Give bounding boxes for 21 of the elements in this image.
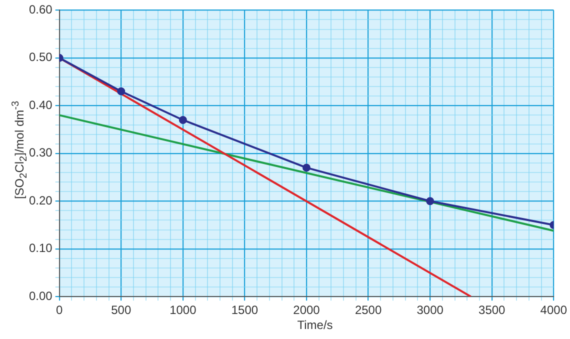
- point: [117, 87, 126, 96]
- x-tick-label: 500: [111, 303, 132, 318]
- y-tick-label: 0.30: [28, 146, 53, 160]
- x-tick-label: 0: [56, 303, 64, 318]
- y-tick-label: 0.20: [28, 193, 53, 208]
- x-tick-label: 3000: [416, 303, 444, 318]
- y-tick-label: 0.40: [28, 98, 53, 112]
- x-tick-label: 4000: [540, 303, 568, 318]
- y-tick-label: 0.10: [28, 241, 53, 256]
- x-tick-label: 2500: [354, 303, 382, 318]
- x-tick-label: 1000: [170, 303, 197, 318]
- y-tick-label: 0.50: [28, 50, 53, 64]
- x-axis-title: Time/s: [296, 318, 334, 332]
- y-tick-label: 0.00: [28, 288, 53, 303]
- x-tick-label: 2000: [293, 303, 320, 318]
- point: [178, 116, 187, 124]
- x-tick-label: 3500: [478, 303, 506, 318]
- x-tick-label: 1500: [231, 303, 258, 318]
- y-tick-label: 0.60: [28, 2, 53, 17]
- point: [302, 164, 311, 172]
- point: [426, 197, 434, 206]
